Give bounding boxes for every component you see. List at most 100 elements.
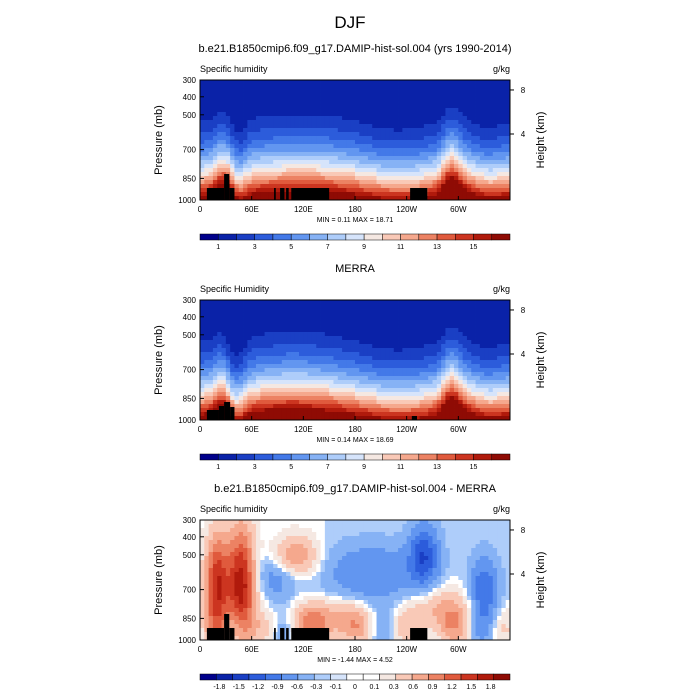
heatmap-cell: [380, 368, 386, 373]
heatmap-cell: [471, 112, 476, 117]
heatmap-cell: [286, 300, 291, 305]
heatmap-cell: [230, 324, 235, 329]
heatmap-cell: [441, 152, 446, 157]
heatmap-cell: [208, 168, 214, 173]
heatmap-cell: [324, 172, 330, 177]
heatmap-cell: [367, 100, 373, 105]
heatmap-cell: [497, 160, 502, 165]
heatmap-cell: [484, 300, 489, 305]
heatmap-cell: [432, 88, 438, 93]
heatmap-cell: [217, 160, 222, 165]
heatmap-cell: [260, 100, 265, 105]
heatmap-cell: [488, 172, 494, 177]
heatmap-cell: [247, 536, 253, 541]
heatmap-cell: [264, 328, 270, 333]
heatmap-cell: [376, 160, 382, 165]
heatmap-cell: [462, 536, 468, 541]
heatmap-cell: [475, 356, 481, 361]
heatmap-cell: [221, 332, 227, 337]
heatmap-cell: [492, 336, 498, 341]
heatmap-cell: [393, 368, 399, 373]
heatmap-cell: [299, 364, 304, 369]
heatmap-cell: [423, 540, 429, 545]
heatmap-cell: [268, 384, 274, 389]
heatmap-cell: [432, 92, 438, 97]
heatmap-cell: [436, 300, 442, 305]
heatmap-cell: [238, 180, 244, 185]
heatmap-cell: [423, 524, 429, 529]
heatmap-cell: [294, 168, 300, 173]
heatmap-cell: [492, 544, 498, 549]
heatmap-cell: [428, 364, 433, 369]
heatmap-cell: [471, 180, 476, 185]
heatmap-cell: [367, 116, 373, 121]
heatmap-cell: [333, 412, 339, 417]
heatmap-cell: [273, 536, 278, 541]
heatmap-cell: [281, 308, 287, 313]
heatmap-cell: [225, 308, 231, 313]
heatmap-cell: [359, 300, 365, 305]
heatmap-cell: [363, 184, 369, 189]
heatmap-cell: [466, 140, 472, 145]
heatmap-cell: [393, 184, 399, 189]
heatmap-cell: [290, 176, 296, 181]
heatmap-cell: [294, 352, 300, 357]
heatmap-cell: [419, 180, 425, 185]
heatmap-cell: [273, 528, 278, 533]
heatmap-cell: [449, 320, 455, 325]
heatmap-cell: [294, 396, 300, 401]
heatmap-cell: [307, 320, 313, 325]
heatmap-cell: [225, 124, 231, 129]
heatmap-cell: [419, 528, 425, 533]
heatmap-cell: [389, 316, 395, 321]
heatmap-cell: [398, 356, 403, 361]
heatmap-cell: [462, 416, 468, 421]
heatmap-cell: [208, 156, 214, 161]
heatmap-cell: [273, 160, 278, 165]
heatmap-cell: [320, 100, 326, 105]
heatmap-cell: [372, 120, 377, 125]
heatmap-cell: [471, 416, 476, 421]
heatmap-cell: [428, 540, 433, 545]
heatmap-cell: [329, 96, 334, 101]
topography-block: [224, 402, 231, 420]
heatmap-cell: [410, 328, 416, 333]
heatmap-cell: [359, 348, 365, 353]
heatmap-cell: [273, 116, 278, 121]
heatmap-cell: [501, 92, 507, 97]
heatmap-cell: [299, 84, 304, 89]
heatmap-cell: [385, 324, 390, 329]
heatmap-cell: [294, 416, 300, 421]
heatmap-cell: [389, 408, 395, 413]
heatmap-cell: [342, 176, 347, 181]
heatmap-cell: [449, 116, 455, 121]
heatmap-cell: [475, 192, 481, 197]
heatmap-cell: [221, 304, 227, 309]
heatmap-cell: [320, 536, 326, 541]
heatmap-cell: [454, 128, 459, 133]
heatmap-cell: [230, 364, 235, 369]
heatmap-cell: [471, 360, 476, 365]
heatmap-cell: [471, 528, 476, 533]
colorbar-swatch: [455, 453, 474, 461]
heatmap-cell: [299, 128, 304, 133]
heatmap-cell: [355, 148, 360, 153]
heatmap-cell: [484, 324, 489, 329]
heatmap-cell: [329, 128, 334, 133]
heatmap-cell: [501, 148, 507, 153]
heatmap-cell: [497, 340, 502, 345]
heatmap-cell: [307, 416, 313, 421]
heatmap-cell: [505, 332, 511, 337]
heatmap-cell: [260, 124, 265, 129]
heatmap-cell: [316, 92, 321, 97]
heatmap-cell: [316, 324, 321, 329]
heatmap-cell: [406, 528, 412, 533]
heatmap-cell: [311, 100, 317, 105]
heatmap-cell: [415, 320, 420, 325]
heatmap-cell: [234, 80, 240, 85]
heatmap-cell: [294, 108, 300, 113]
heatmap-cell: [243, 408, 248, 413]
heatmap-cell: [479, 100, 485, 105]
heatmap-cell: [290, 412, 296, 417]
heatmap-cell: [406, 344, 412, 349]
